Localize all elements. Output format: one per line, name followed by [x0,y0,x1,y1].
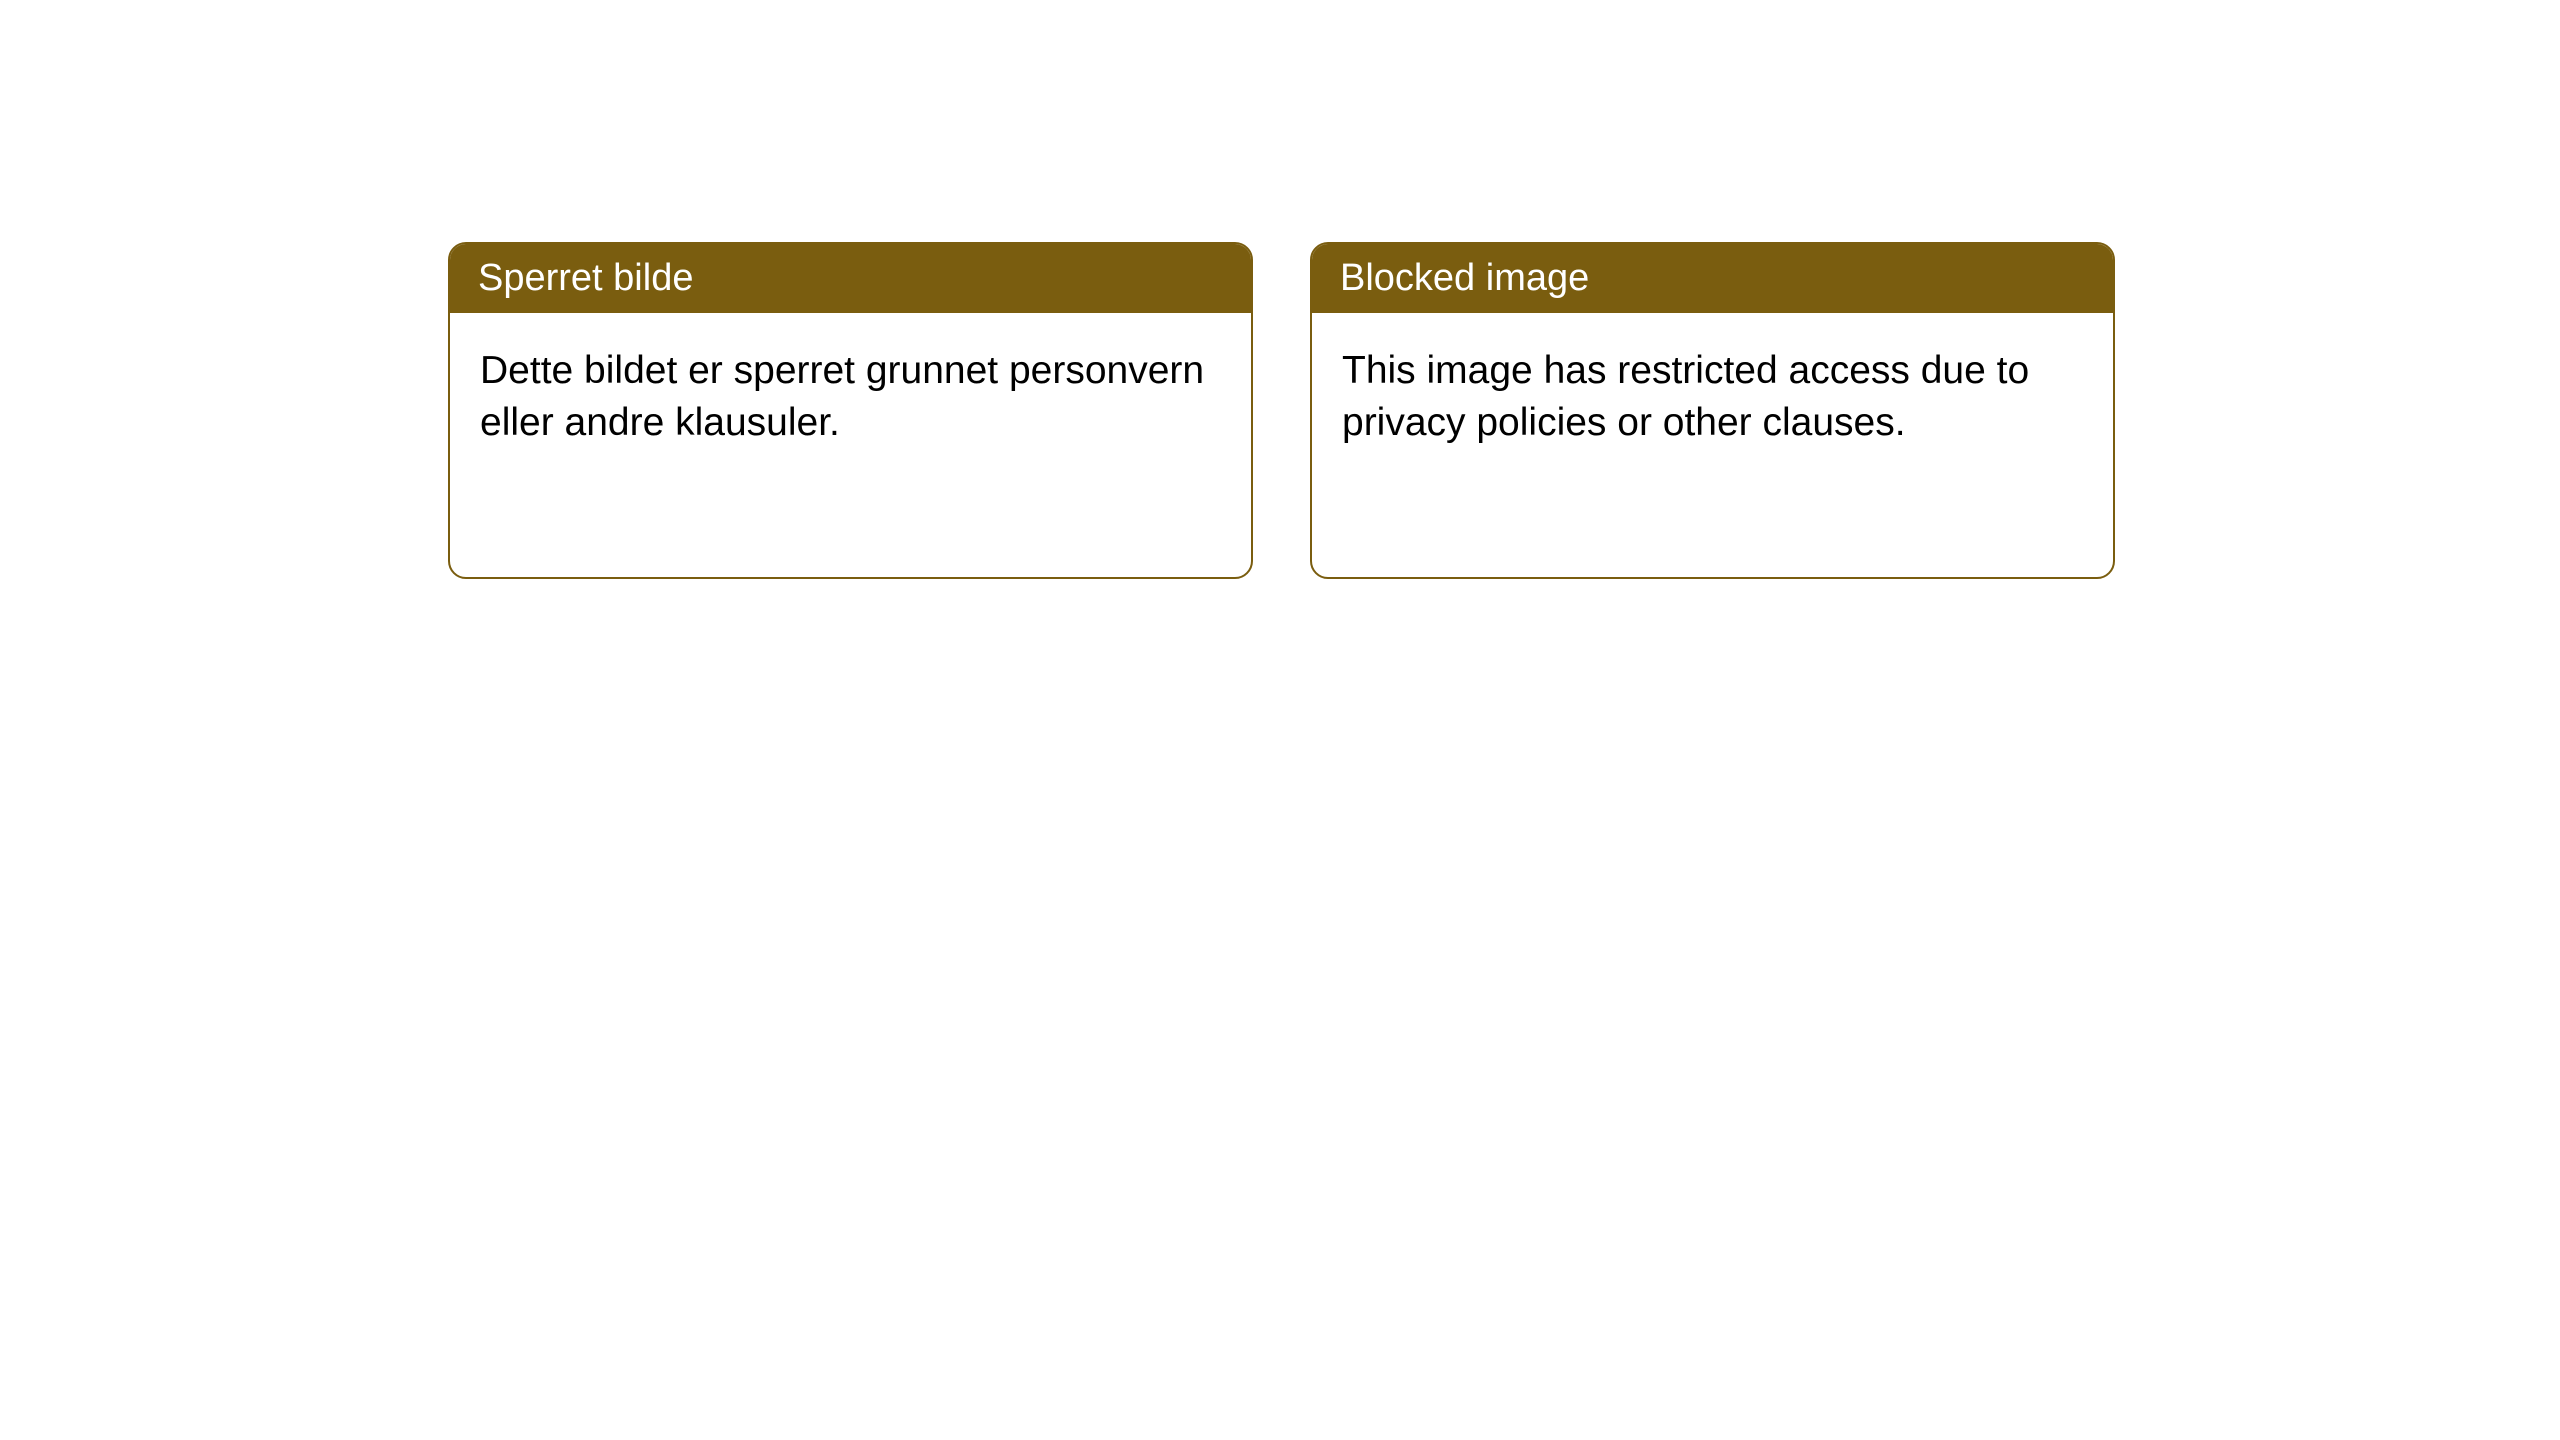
card-body: Dette bildet er sperret grunnet personve… [450,313,1251,481]
card-body-text: This image has restricted access due to … [1342,349,2029,444]
card-title: Blocked image [1340,257,1589,299]
notice-card-norwegian: Sperret bilde Dette bildet er sperret gr… [448,242,1253,579]
card-header: Sperret bilde [450,244,1251,313]
card-body: This image has restricted access due to … [1312,313,2113,481]
notice-cards-container: Sperret bilde Dette bildet er sperret gr… [448,242,2115,579]
card-body-text: Dette bildet er sperret grunnet personve… [480,349,1204,444]
card-title: Sperret bilde [478,257,693,299]
notice-card-english: Blocked image This image has restricted … [1310,242,2115,579]
card-header: Blocked image [1312,244,2113,313]
